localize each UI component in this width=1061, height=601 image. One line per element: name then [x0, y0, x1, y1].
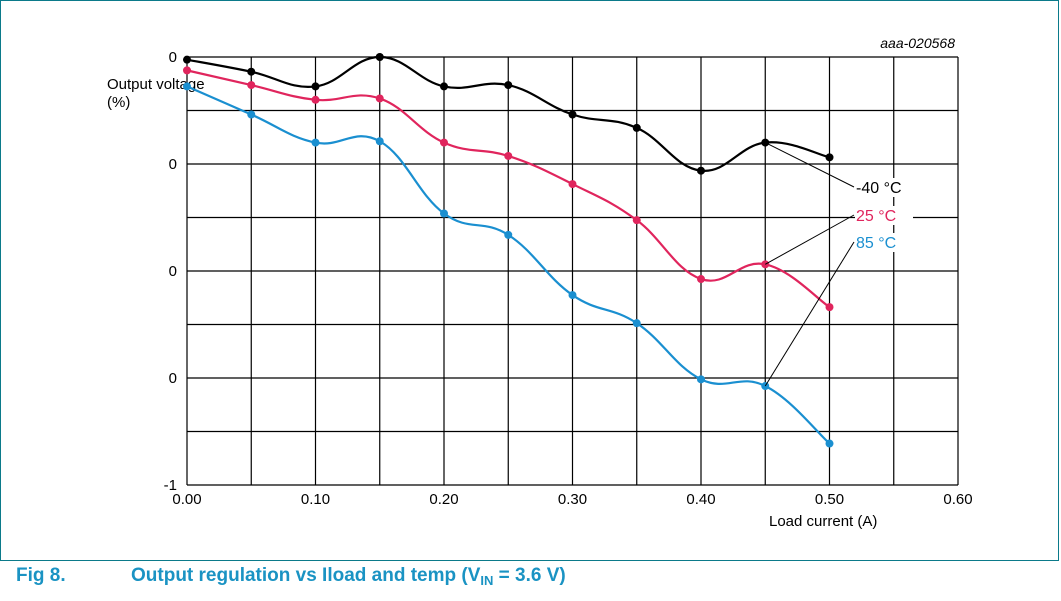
y-axis-label-unit: (%)	[107, 94, 130, 111]
figure-label: Fig 8.	[16, 565, 66, 586]
data-point	[697, 166, 705, 175]
data-point	[825, 153, 834, 162]
data-point	[697, 375, 705, 384]
legend-label: 85 °C	[856, 235, 896, 252]
x-tick-label: 0.20	[429, 491, 458, 508]
figure-title-part2: = 3.6 V)	[493, 565, 566, 586]
data-point	[440, 209, 448, 218]
data-point	[825, 439, 834, 448]
data-point	[568, 110, 577, 119]
data-point	[247, 67, 256, 76]
data-point	[504, 81, 513, 90]
figure-title-subscript: IN	[480, 573, 494, 588]
data-point	[632, 123, 641, 132]
x-tick-label: 0.00	[172, 491, 201, 508]
figure-caption: Fig 8. Output regulation vs Iload and tem…	[16, 565, 566, 588]
y-tick-label: 0	[169, 263, 177, 280]
legend-leader-line	[765, 142, 855, 188]
data-point	[440, 82, 448, 91]
x-tick-label: 0.40	[686, 491, 715, 508]
y-tick-label: 0	[169, 49, 177, 66]
data-point	[247, 81, 256, 90]
x-tick-label: 0.10	[301, 491, 330, 508]
data-point	[825, 303, 834, 312]
data-point	[375, 94, 384, 103]
data-point	[632, 319, 641, 328]
legend-leader-line	[764, 241, 855, 387]
data-point	[375, 137, 384, 146]
legend-leader-line	[765, 214, 855, 265]
data-point	[568, 180, 577, 189]
data-point	[632, 216, 641, 225]
figure-frame	[0, 0, 1059, 561]
data-point	[183, 66, 191, 75]
data-point	[311, 138, 320, 147]
data-point	[504, 151, 513, 160]
data-point	[568, 291, 577, 300]
line-chart: 0.00 0.10 0.20 0.30 0.40 0.50 0.60 0 0 0 0 -1 Output…	[107, 35, 973, 530]
legend-label-background	[855, 206, 913, 225]
legend-label: -40 °C	[856, 180, 902, 197]
data-point	[183, 82, 191, 91]
x-tick-label: 0.50	[815, 491, 844, 508]
legend-label-background	[855, 233, 913, 252]
x-axis-label: Load current (A)	[769, 513, 877, 530]
data-point	[440, 138, 448, 147]
x-tick-label: 0.60	[943, 491, 972, 508]
data-point	[504, 230, 513, 239]
legend-label: 25 °C	[856, 208, 896, 225]
figure-code: aaa-020568	[880, 35, 955, 51]
y-tick-label: 0	[169, 156, 177, 173]
y-tick-label: -1	[164, 477, 177, 494]
y-axis-label: Output voltage	[107, 76, 205, 93]
figure-title-part1: Output regulation vs Iload and temp (V	[131, 565, 481, 586]
x-tick-label: 0.30	[558, 491, 587, 508]
legend-label-background	[855, 178, 913, 197]
data-point	[311, 82, 320, 91]
data-point	[183, 55, 191, 64]
data-point	[311, 95, 320, 104]
data-point	[697, 275, 705, 284]
y-tick-label: 0	[169, 370, 177, 387]
data-point	[247, 110, 256, 119]
data-point	[375, 53, 384, 61]
